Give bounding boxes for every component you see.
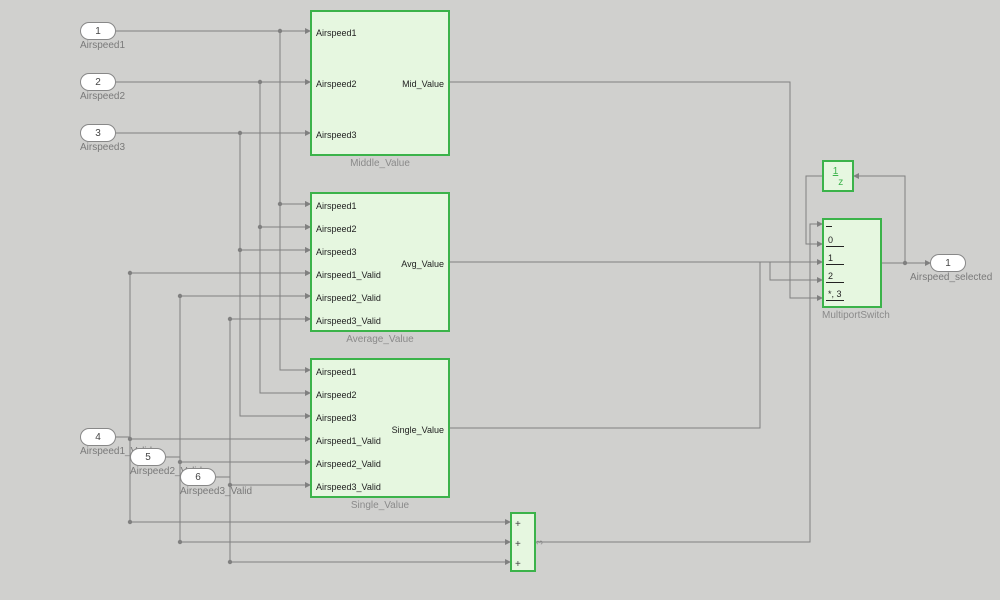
block-average-inport-5: Airspeed3_Valid — [316, 316, 381, 326]
inport-in3[interactable]: 3 — [80, 124, 116, 142]
block-average-inport-1: Airspeed2 — [316, 224, 357, 234]
block-single-inport-4: Airspeed2_Valid — [316, 459, 381, 469]
block-single-inport-2: Airspeed3 — [316, 413, 357, 423]
block-average-inport-4: Airspeed2_Valid — [316, 293, 381, 303]
unit-delay-num: 1 — [833, 166, 839, 177]
outport-out1[interactable]: 1 — [930, 254, 966, 272]
block-single-inport-3: Airspeed1_Valid — [316, 436, 381, 446]
block-single[interactable]: Airspeed1 Airspeed2 Airspeed3 Airspeed1_Val… — [310, 358, 450, 498]
block-single-inport-0: Airspeed1 — [316, 367, 357, 377]
diagram-canvas: 1Airspeed12Airspeed23Airspeed34Airspeed1… — [0, 0, 1000, 600]
sum-port-0: + — [515, 520, 521, 530]
block-single-inport-5: Airspeed3_Valid — [316, 482, 381, 492]
inport-label-in1: Airspeed1 — [80, 40, 125, 51]
outport-label-out1: Airspeed_selected — [910, 272, 992, 283]
block-middle-inport-2: Airspeed3 — [316, 130, 357, 140]
inport-in2[interactable]: 2 — [80, 73, 116, 91]
block-middle[interactable]: Airspeed1 Airspeed2 Airspeed3 Mid_Value — [310, 10, 450, 156]
block-average[interactable]: Airspeed1 Airspeed2 Airspeed3 Airspeed1_Val… — [310, 192, 450, 332]
block-single-inport-1: Airspeed2 — [316, 390, 357, 400]
mps-port-3: *, 3 — [828, 290, 842, 299]
block-single-outport-0: Single_Value — [392, 425, 444, 435]
inport-in1[interactable]: 1 — [80, 22, 116, 40]
block-average-inport-0: Airspeed1 — [316, 201, 357, 211]
inport-in6[interactable]: 6 — [180, 468, 216, 486]
block-average-inport-3: Airspeed1_Valid — [316, 270, 381, 280]
mps-port-0: 0 — [828, 236, 833, 245]
inport-label-in6: Airspeed3_Valid — [180, 486, 252, 497]
inport-in5[interactable]: 5 — [130, 448, 166, 466]
unit-delay-den: z — [838, 177, 843, 188]
block-average-inport-2: Airspeed3 — [316, 247, 357, 257]
sum-block[interactable]: + + + — [510, 512, 536, 572]
mps-label: MultiportSwitch — [822, 310, 882, 321]
sum-width-label: 3 — [536, 540, 545, 544]
mps-port-1: 1 — [828, 254, 833, 263]
block-middle-outport-0: Mid_Value — [402, 79, 444, 89]
block-middle-inport-1: Airspeed2 — [316, 79, 357, 89]
inport-label-in2: Airspeed2 — [80, 91, 125, 102]
block-average-outport-0: Avg_Value — [401, 259, 444, 269]
block-label-single: Single_Value — [310, 500, 450, 511]
block-label-middle: Middle_Value — [310, 158, 450, 169]
sum-port-2: + — [515, 560, 521, 570]
multiport-switch[interactable]: 0 1 2 *, 3 — [822, 218, 882, 308]
block-middle-inport-0: Airspeed1 — [316, 28, 357, 38]
block-label-average: Average_Value — [310, 334, 450, 345]
inport-in4[interactable]: 4 — [80, 428, 116, 446]
mps-port-2: 2 — [828, 272, 833, 281]
unit-delay[interactable]: 1z — [822, 160, 854, 192]
inport-label-in3: Airspeed3 — [80, 142, 125, 153]
sum-port-1: + — [515, 540, 521, 550]
